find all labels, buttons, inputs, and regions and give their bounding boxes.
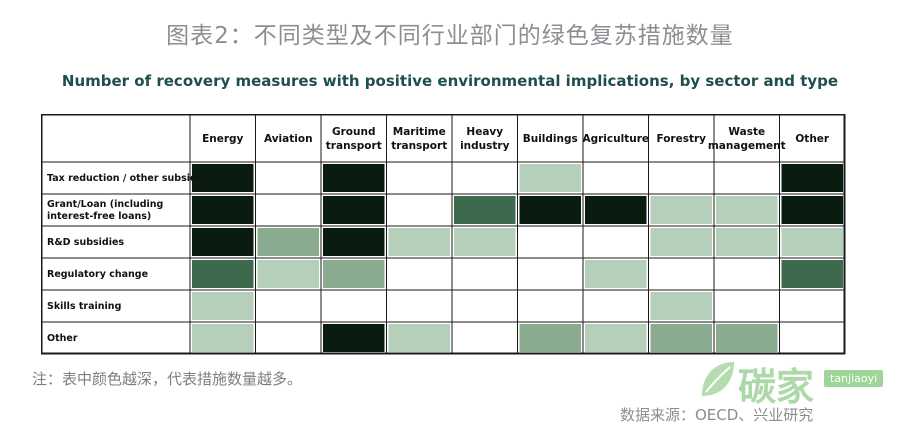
- heatmap-cell: [585, 196, 647, 224]
- heatmap-cell: [716, 196, 778, 224]
- heatmap-cell: [454, 228, 516, 256]
- heatmap-cell: [257, 196, 319, 224]
- heatmap-cell: [716, 292, 778, 320]
- heatmap-cell: [585, 324, 647, 352]
- column-header: Maritime transport: [391, 126, 447, 152]
- column-header: Heavy industry: [460, 126, 510, 152]
- row-label: Other: [47, 333, 78, 344]
- heatmap-cell: [454, 324, 516, 352]
- heatmap-cell: [257, 228, 319, 256]
- column-header: Buildings: [523, 133, 578, 145]
- heatmap-cell: [388, 260, 450, 288]
- heatmap-cell: [781, 196, 843, 224]
- heatmap-cell: [585, 164, 647, 192]
- heatmap-cell: [388, 196, 450, 224]
- heatmap-cell: [454, 196, 516, 224]
- heatmap-cell: [257, 324, 319, 352]
- heatmap-cell: [650, 292, 712, 320]
- heatmap-cell: [781, 164, 843, 192]
- column-header: Other: [795, 133, 830, 145]
- watermark-badge: tanjiaoyi: [824, 370, 884, 387]
- heatmap-cell: [585, 228, 647, 256]
- heatmap-cell: [454, 164, 516, 192]
- heatmap-cell: [257, 164, 319, 192]
- heatmap-cell: [192, 260, 254, 288]
- heatmap-cell: [650, 324, 712, 352]
- heatmap-cell: [257, 260, 319, 288]
- figure-title: 图表2：不同类型及不同行业部门的绿色复苏措施数量: [166, 23, 734, 49]
- column-header: Ground transport: [326, 126, 382, 152]
- row-label: R&D subsidies: [47, 237, 124, 248]
- heatmap-cell: [323, 292, 385, 320]
- heatmap-cell: [323, 196, 385, 224]
- heatmap-cell: [781, 324, 843, 352]
- heatmap-cell: [323, 164, 385, 192]
- heatmap-cell: [650, 260, 712, 288]
- heatmap-cell: [650, 164, 712, 192]
- heatmap-cell: [192, 324, 254, 352]
- heatmap-cell: [323, 260, 385, 288]
- heatmap-cell: [323, 324, 385, 352]
- heatmap-cell: [519, 164, 581, 192]
- heatmap-cell: [257, 292, 319, 320]
- heatmap-cell: [388, 292, 450, 320]
- heatmap-cell: [781, 228, 843, 256]
- heatmap-cell: [781, 260, 843, 288]
- heatmap-cell: [454, 292, 516, 320]
- watermark-logo: 碳家 tanjiaoyi: [698, 356, 898, 412]
- heatmap-cell: [192, 228, 254, 256]
- table-border: [41, 114, 845, 354]
- heatmap-cell: [716, 164, 778, 192]
- heatmap-cell: [716, 324, 778, 352]
- chart-title: Number of recovery measures with positiv…: [61, 72, 839, 90]
- heatmap-cell: [519, 260, 581, 288]
- heatmap-cell: [192, 292, 254, 320]
- heatmap-cell: [519, 228, 581, 256]
- row-label: Grant/Loan (including interest-free loans…: [47, 199, 163, 222]
- heatmap-cell: [585, 292, 647, 320]
- heatmap-cell: [781, 292, 843, 320]
- heatmap-cell: [192, 164, 254, 192]
- row-label: Regulatory change: [47, 269, 148, 280]
- heatmap-cell: [388, 324, 450, 352]
- heatmap-cell: [519, 196, 581, 224]
- legend-note: 注：表中颜色越深，代表措施数量越多。: [32, 370, 303, 388]
- heatmap-cell: [585, 260, 647, 288]
- heatmap-cell: [650, 228, 712, 256]
- row-label: Tax reduction / other subsidy: [47, 173, 204, 184]
- heatmap-cell: [192, 196, 254, 224]
- heatmap-cell: [388, 164, 450, 192]
- column-header: Energy: [202, 133, 243, 145]
- source-note: 数据来源：OECD、兴业研究: [620, 406, 814, 424]
- heatmap-cell: [716, 260, 778, 288]
- heatmap-cell: [519, 324, 581, 352]
- heatmap-cell: [519, 292, 581, 320]
- column-header: Waste management: [708, 126, 786, 152]
- heatmap-cell: [388, 228, 450, 256]
- heatmap-table: Energy Aviation Ground transport Maritime tra…: [41, 114, 846, 355]
- heatmap-cell: [716, 228, 778, 256]
- heatmap-cell: [650, 196, 712, 224]
- leaf-icon: [702, 362, 734, 396]
- column-header: Agriculture: [582, 133, 649, 145]
- column-header: Forestry: [656, 133, 706, 145]
- watermark-text: 碳家: [738, 365, 815, 409]
- heatmap-cell: [454, 260, 516, 288]
- row-label: Skills training: [47, 301, 121, 312]
- column-header: Aviation: [264, 133, 313, 145]
- heatmap-cell: [323, 228, 385, 256]
